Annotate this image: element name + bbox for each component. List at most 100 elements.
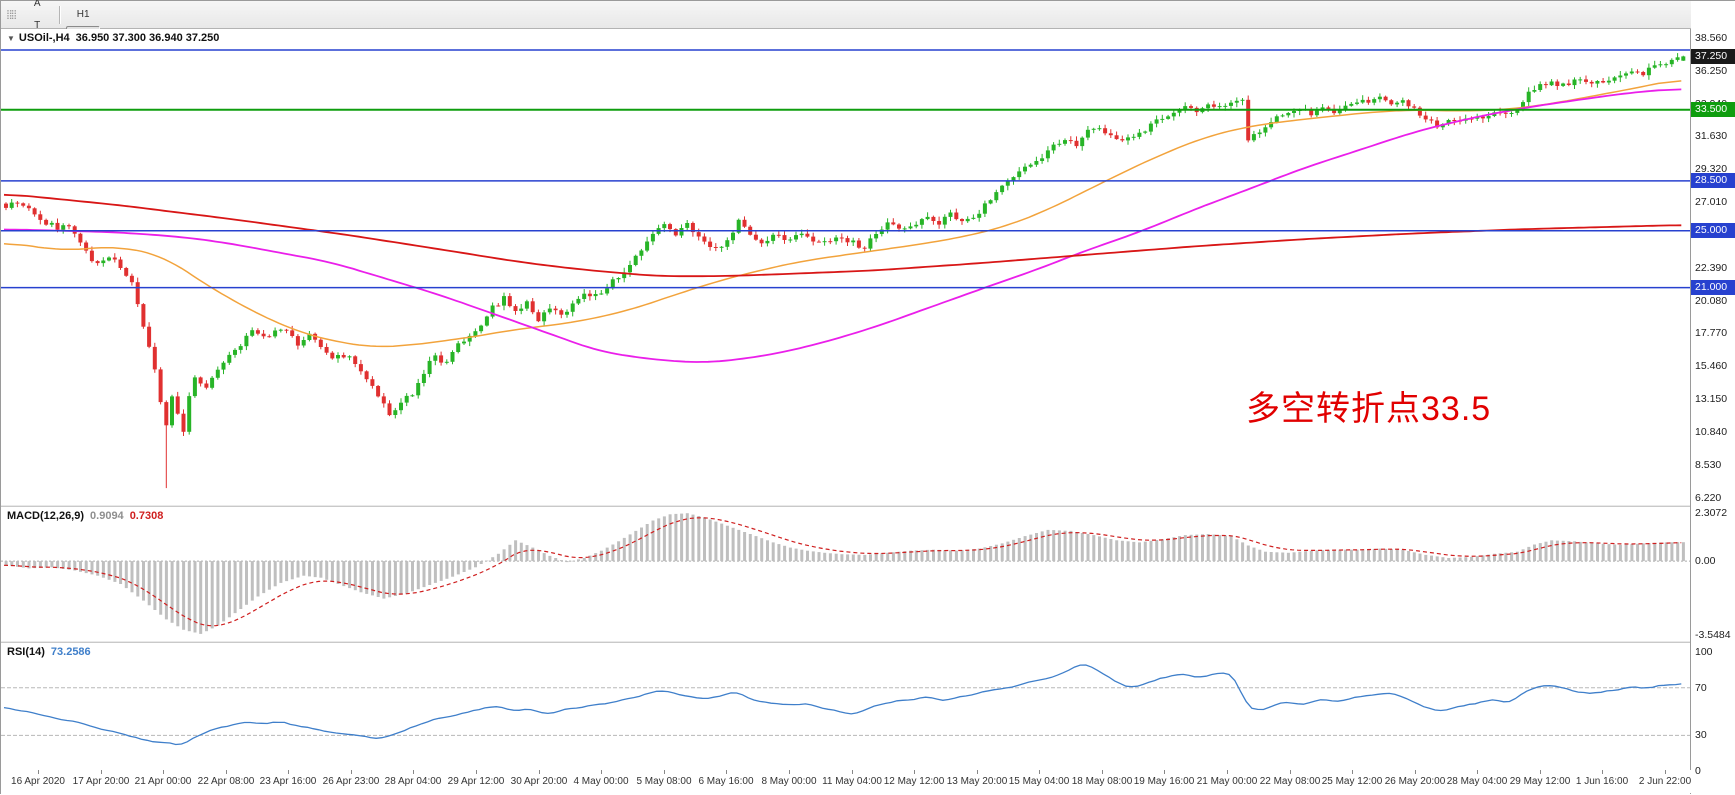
time-axis-label: 21 May 00:00 — [1196, 776, 1258, 787]
macd-axis-label: 2.3072 — [1695, 507, 1728, 520]
time-axis-label: 26 Apr 23:00 — [322, 776, 380, 787]
time-axis-label: 29 May 12:00 — [1509, 776, 1571, 787]
time-tick — [476, 770, 477, 774]
chart-dropdown-icon[interactable]: ▼ — [7, 34, 15, 43]
text-tool-icon[interactable]: T — [34, 20, 41, 31]
rsi-axis-label: 100 — [1695, 646, 1713, 659]
macd-axis-label: -3.5484 — [1695, 628, 1731, 641]
macd-value-main: 0.9094 — [90, 510, 124, 522]
price-axis-label: 29.320 — [1695, 163, 1728, 176]
main-chart-canvas[interactable] — [1, 29, 1690, 505]
rsi-axis-label: 0 — [1695, 765, 1701, 778]
rsi-label: RSI(14) 73.2586 — [7, 646, 91, 658]
rsi-canvas[interactable] — [1, 643, 1690, 770]
time-tick — [1039, 770, 1040, 774]
time-tick — [539, 770, 540, 774]
timeframe-button-h1[interactable]: H1 — [76, 9, 90, 20]
time-tick — [852, 770, 853, 774]
rsi-axis-label: 30 — [1695, 729, 1707, 742]
rsi-panel[interactable]: RSI(14) 73.2586 — [1, 643, 1690, 770]
time-tick — [1227, 770, 1228, 774]
macd-name: MACD(12,26,9) — [7, 510, 85, 522]
time-axis-label: 2 Jun 22:00 — [1638, 776, 1692, 787]
time-axis-label: 23 Apr 16:00 — [259, 776, 317, 787]
price-axis-label: 6.220 — [1695, 491, 1722, 504]
macd-value-signal: 0.7308 — [129, 510, 164, 522]
time-axis-label: 21 Apr 00:00 — [134, 776, 192, 787]
macd-panel[interactable]: MACD(12,26,9) 0.9094 0.7308 — [1, 507, 1690, 641]
level-price-tag: 33.500 — [1691, 102, 1735, 118]
time-tick — [38, 770, 39, 774]
level-price-tag: 28.500 — [1691, 173, 1735, 189]
toolbar-drag-handle[interactable]: ⣿⣿ — [6, 9, 17, 19]
ohlc-values: 36.950 37.300 36.940 37.250 — [75, 32, 220, 44]
time-axis-label: 16 Apr 2020 — [11, 776, 65, 787]
time-tick — [601, 770, 602, 774]
price-axis-label: 8.530 — [1695, 458, 1722, 471]
macd-canvas[interactable] — [1, 507, 1690, 641]
time-tick — [226, 770, 227, 774]
time-tick — [1415, 770, 1416, 774]
level-price-tag: 21.000 — [1691, 280, 1735, 296]
time-tick — [101, 770, 102, 774]
time-axis-label: 22 May 08:00 — [1259, 776, 1321, 787]
time-axis-label: 17 Apr 20:00 — [72, 776, 130, 787]
time-axis-label: 15 May 04:00 — [1008, 776, 1070, 787]
symbol-period-label: USOil-,H4 — [18, 32, 70, 44]
time-tick — [163, 770, 164, 774]
main-chart-panel[interactable]: ▼ USOil-,H4 36.950 37.300 36.940 37.250 多空… — [1, 29, 1690, 505]
time-tick — [288, 770, 289, 774]
time-tick — [1164, 770, 1165, 774]
time-axis-label: 12 May 12:00 — [883, 776, 945, 787]
price-axis-label: 36.250 — [1695, 64, 1728, 77]
cursor-tool-icon[interactable]: A — [33, 0, 41, 9]
time-tick — [1352, 770, 1353, 774]
level-price-tag: 25.000 — [1691, 223, 1735, 239]
price-axis[interactable]: 38.56036.25033.94031.63029.32027.01024.7… — [1691, 1, 1735, 795]
time-axis-label: 22 Apr 08:00 — [197, 776, 255, 787]
rsi-axis-label: 70 — [1695, 681, 1707, 694]
rsi-value: 73.2586 — [50, 646, 91, 658]
time-tick — [1540, 770, 1541, 774]
toolbar-separator — [59, 5, 62, 24]
time-axis-label: 11 May 04:00 — [822, 776, 882, 787]
time-axis-label: 13 May 20:00 — [946, 776, 1008, 787]
time-axis-label: 28 Apr 04:00 — [384, 776, 442, 787]
time-tick — [1102, 770, 1103, 774]
time-axis-label: 18 May 08:00 — [1071, 776, 1133, 787]
timeframe-button-m30[interactable]: M30 — [66, 0, 100, 4]
price-axis-label: 27.010 — [1695, 196, 1728, 209]
macd-label: MACD(12,26,9) 0.9094 0.7308 — [7, 510, 163, 522]
current-price-tag: 37.250 — [1691, 48, 1735, 64]
price-axis-label: 17.770 — [1695, 327, 1728, 340]
chart-annotation-text[interactable]: 多空转折点33.5 — [1246, 390, 1492, 428]
price-axis-label: 38.560 — [1695, 31, 1728, 44]
macd-axis-label: 0.00 — [1695, 555, 1716, 568]
time-axis-label: 5 May 08:00 — [636, 776, 692, 787]
chart-header: ▼ USOil-,H4 36.950 37.300 36.940 37.250 — [7, 32, 219, 44]
time-tick — [1665, 770, 1666, 774]
time-axis-label: 6 May 16:00 — [698, 776, 754, 787]
time-tick — [351, 770, 352, 774]
time-axis-label: 29 Apr 12:00 — [447, 776, 505, 787]
time-axis-label: 19 May 16:00 — [1133, 776, 1195, 787]
toolbar: ⣿⣿ ▦AT✛▾ M1M5M15M30H1H4D1W1MN — [1, 0, 1734, 108]
time-axis-label: 26 May 20:00 — [1384, 776, 1446, 787]
panel-separator[interactable] — [1, 641, 1734, 643]
time-tick — [914, 770, 915, 774]
time-tick — [977, 770, 978, 774]
time-tick — [1290, 770, 1291, 774]
price-axis-label: 10.840 — [1695, 426, 1728, 439]
price-axis-label: 31.630 — [1695, 130, 1728, 143]
time-tick — [1602, 770, 1603, 774]
time-tick — [664, 770, 665, 774]
time-axis-label: 30 Apr 20:00 — [510, 776, 568, 787]
panel-separator[interactable] — [1, 505, 1734, 507]
price-axis-label: 15.460 — [1695, 360, 1728, 373]
price-axis-label: 20.080 — [1695, 294, 1728, 307]
time-axis-label: 25 May 12:00 — [1321, 776, 1383, 787]
price-axis-label: 22.390 — [1695, 261, 1728, 274]
time-axis-label: 8 May 00:00 — [761, 776, 817, 787]
time-axis[interactable]: 16 Apr 2020 17 Apr 20:00 21 Apr 00:00 22 Ap… — [1, 770, 1691, 795]
